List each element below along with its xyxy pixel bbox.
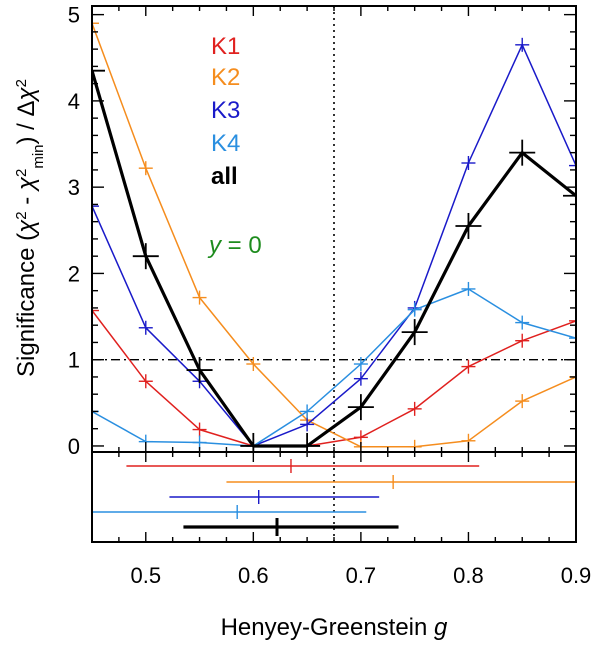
data-point-k1 xyxy=(407,401,422,416)
lower-panel-group xyxy=(92,459,576,536)
legend-entry-k3: K3 xyxy=(211,97,240,124)
y-axis-title-part: 2 xyxy=(13,169,30,177)
data-point-k2 xyxy=(246,357,261,372)
y-axis-title-part: χ xyxy=(13,176,40,192)
data-point-k1 xyxy=(92,303,99,318)
plot-layer: 0.5 0.6 0.7 0.8 0.9 0 1 2 3 4 5 Henyey-Greenstein g… xyxy=(13,3,592,641)
y-tick-label: 2 xyxy=(68,261,80,286)
series-line-k1 xyxy=(92,310,576,447)
series-group xyxy=(92,16,576,452)
y-axis-title-part: ) / Δ xyxy=(13,100,40,144)
data-point-all xyxy=(294,432,321,452)
legend-entry-k2: K2 xyxy=(211,64,240,91)
data-point-k3 xyxy=(300,417,315,432)
series-line-all xyxy=(92,70,576,448)
data-point-k1 xyxy=(569,313,576,328)
data-point-k4 xyxy=(569,331,576,346)
annotation-y0: y = 0 xyxy=(207,232,262,259)
data-point-k1 xyxy=(515,333,530,348)
x-axis-title: Henyey-Greenstein g xyxy=(221,614,448,641)
data-point-all xyxy=(509,139,536,166)
x-axis-title-var: g xyxy=(434,614,448,641)
data-point-k4 xyxy=(461,281,476,296)
series-line-k4 xyxy=(92,288,576,447)
y-tick-label: 0 xyxy=(68,434,80,459)
y-axis-title-part: χ xyxy=(13,219,40,235)
legend-entry-k1: K1 xyxy=(211,33,240,60)
data-point-k2 xyxy=(192,290,207,305)
data-point-k4 xyxy=(407,302,422,317)
y-axis-title-part: Significance ( xyxy=(13,233,40,377)
series-line-k2 xyxy=(92,23,576,448)
data-point-k4 xyxy=(300,404,315,419)
x-tick-label: 0.5 xyxy=(130,563,161,588)
data-point-k3 xyxy=(353,371,368,386)
x-tick-label: 0.8 xyxy=(453,563,484,588)
y-axis-title-part: 2 xyxy=(13,79,30,87)
data-point-k2 xyxy=(138,161,153,176)
y-tick-label: 3 xyxy=(68,175,80,200)
data-point-all xyxy=(563,182,576,209)
data-point-all xyxy=(455,212,482,239)
series-line-k3 xyxy=(92,44,576,447)
data-point-k1 xyxy=(138,374,153,389)
y-axis-title-text: Significance (χ2 - χ2min) / Δχ2 xyxy=(13,79,47,377)
data-point-k2 xyxy=(515,394,530,409)
data-point-all xyxy=(132,243,159,270)
y-tick-label: 1 xyxy=(68,348,80,373)
y-axis-title-part: min xyxy=(30,145,47,169)
data-point-all xyxy=(401,319,428,346)
annotation-rest: = 0 xyxy=(221,232,262,259)
y-axis-title-part: - xyxy=(13,190,40,211)
y-axis-title: Significance (χ2 - χ2min) / Δχ2 xyxy=(13,79,47,377)
y-tick-label: 5 xyxy=(68,3,80,28)
legend-entry-k4: K4 xyxy=(211,130,240,157)
x-axis-title-text: Henyey-Greenstein xyxy=(221,614,434,641)
data-point-k3 xyxy=(569,158,576,173)
data-point-k1 xyxy=(461,359,476,374)
y-tick-label: 4 xyxy=(68,89,80,114)
data-point-all xyxy=(186,357,213,384)
data-point-k2 xyxy=(92,16,99,31)
data-point-k3 xyxy=(515,37,530,52)
data-point-k1 xyxy=(192,422,207,437)
data-point-all xyxy=(92,57,105,84)
y-axis-title-part: χ xyxy=(13,86,40,102)
data-point-k3 xyxy=(461,156,476,171)
data-point-all xyxy=(347,394,374,421)
data-point-k4 xyxy=(353,357,368,372)
data-point-k3 xyxy=(92,199,99,214)
x-tick-label: 0.9 xyxy=(561,563,592,588)
data-point-k4 xyxy=(515,315,530,330)
x-tick-label: 0.6 xyxy=(238,563,269,588)
data-point-k3 xyxy=(138,320,153,335)
annotation-var: y xyxy=(207,232,223,259)
y-axis-title-part: 2 xyxy=(13,211,30,219)
x-tick-label: 0.7 xyxy=(346,563,377,588)
legend-entry-all: all xyxy=(211,163,238,190)
